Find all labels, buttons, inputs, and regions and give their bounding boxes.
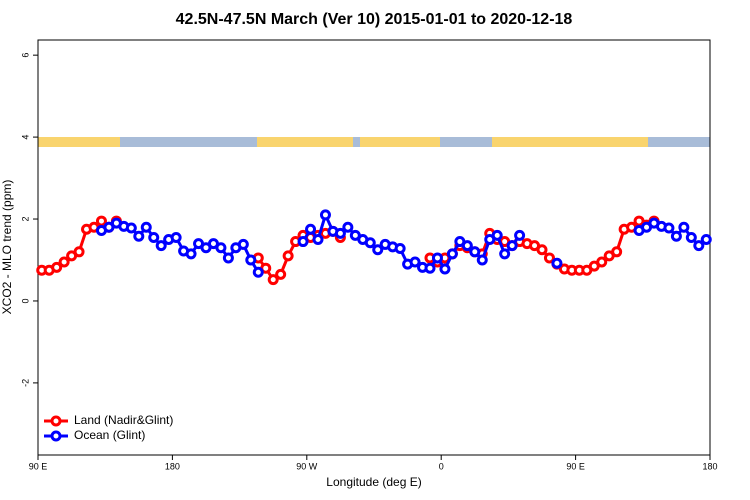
x-tick-label: 180: [702, 461, 717, 471]
legend-label: Land (Nadir&Glint): [74, 413, 173, 427]
y-tick-label: 0: [20, 298, 30, 303]
series-marker: [678, 221, 690, 233]
series-marker: [551, 257, 563, 269]
series-marker: [170, 231, 182, 243]
series-marker: [125, 222, 137, 234]
series-marker: [319, 209, 331, 221]
series-marker: [685, 231, 697, 243]
series-marker: [275, 268, 287, 280]
series-marker: [185, 248, 197, 260]
series-marker: [491, 229, 503, 241]
series-marker: [95, 215, 107, 227]
series-marker: [469, 246, 481, 258]
series-marker: [282, 250, 294, 262]
legend-marker: [50, 415, 62, 427]
series-marker: [364, 237, 376, 249]
series-marker: [148, 231, 160, 243]
y-tick-label: 2: [20, 217, 30, 222]
series-marker: [611, 246, 623, 258]
series-marker: [431, 252, 443, 264]
plot-frame: [37, 39, 711, 456]
chart-title: 42.5N-47.5N March (Ver 10) 2015-01-01 to…: [176, 11, 573, 28]
series-marker: [693, 240, 705, 252]
series-marker: [461, 240, 473, 252]
series-marker: [424, 262, 436, 274]
legend-label: Ocean (Glint): [74, 428, 145, 442]
y-tick-label: -2: [20, 379, 30, 387]
series-marker: [536, 244, 548, 256]
series-marker: [342, 221, 354, 233]
series-marker: [73, 246, 85, 258]
x-tick-label: 180: [165, 461, 180, 471]
series-marker: [394, 243, 406, 255]
series-marker: [499, 248, 511, 260]
series-marker: [51, 261, 63, 273]
series-marker: [58, 256, 70, 268]
series-marker: [543, 252, 555, 264]
series-marker: [700, 234, 712, 246]
series-marker: [312, 234, 324, 246]
series-marker: [476, 254, 488, 266]
land-mask-strip: [38, 137, 710, 147]
series-marker: [372, 244, 384, 256]
series-marker: [596, 256, 608, 268]
series-marker: [155, 240, 167, 252]
series-marker: [297, 236, 309, 248]
series-marker: [446, 248, 458, 260]
x-tick-label: 90 W: [296, 461, 318, 471]
series-marker: [237, 238, 249, 250]
series-marker: [267, 274, 279, 286]
y-tick-label: 4: [20, 135, 30, 140]
series-marker: [439, 263, 451, 275]
series-marker: [305, 223, 317, 235]
series-marker: [409, 256, 421, 268]
series-marker: [245, 254, 257, 266]
series-marker: [514, 229, 526, 241]
series-marker: [215, 242, 227, 254]
series-marker: [506, 240, 518, 252]
series-marker: [663, 222, 675, 234]
x-tick-label: 0: [439, 461, 444, 471]
x-axis-label: Longitude (deg E): [326, 475, 421, 489]
series-marker: [140, 221, 152, 233]
x-tick-label: 90 E: [29, 461, 48, 471]
series-marker: [222, 252, 234, 264]
legend-marker: [50, 430, 62, 442]
y-tick-label: 6: [20, 53, 30, 58]
series-marker: [334, 227, 346, 239]
series-marker: [133, 230, 145, 242]
series-marker: [670, 230, 682, 242]
series-marker: [252, 266, 264, 278]
y-axis-label: XCO2 - MLO trend (ppm): [0, 180, 14, 315]
x-tick-label: 90 E: [566, 461, 585, 471]
